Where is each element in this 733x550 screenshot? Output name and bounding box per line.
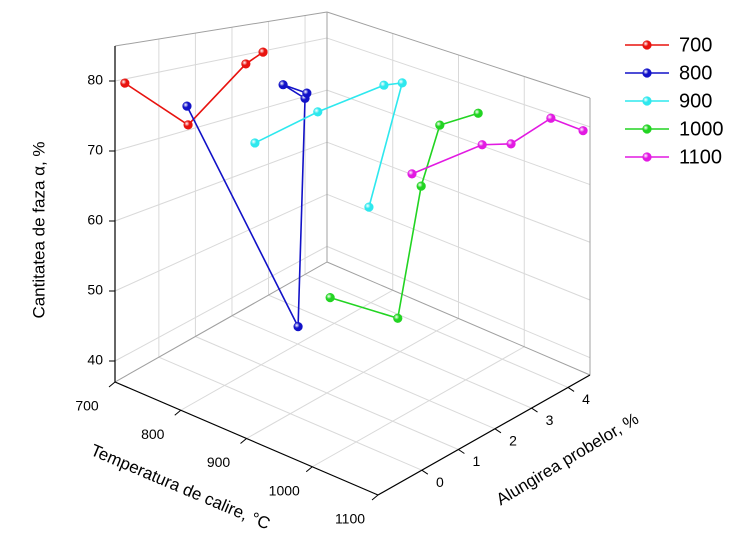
box-edge bbox=[114, 261, 328, 383]
data-point bbox=[293, 322, 303, 332]
series-line bbox=[329, 112, 479, 320]
data-point bbox=[506, 139, 516, 149]
x-tick bbox=[174, 409, 182, 416]
grid-line bbox=[114, 37, 328, 82]
x-tick-label: 1100 bbox=[335, 511, 365, 527]
data-point bbox=[302, 88, 312, 98]
y-tick-label: 4 bbox=[582, 391, 590, 407]
legend-label: 1100 bbox=[679, 146, 722, 168]
x-tick bbox=[240, 438, 247, 444]
data-point bbox=[325, 293, 335, 303]
y-tick-label: 2 bbox=[509, 432, 517, 448]
y-tick bbox=[567, 386, 575, 392]
data-point bbox=[477, 140, 487, 150]
series-line bbox=[254, 81, 404, 208]
grid-line bbox=[304, 273, 569, 388]
legend-label: 800 bbox=[679, 62, 712, 84]
grid-line bbox=[114, 141, 328, 222]
data-point bbox=[182, 101, 192, 111]
x-tick-label: 900 bbox=[207, 454, 231, 470]
grid-line bbox=[231, 315, 496, 430]
x-tick-label: 800 bbox=[141, 426, 165, 442]
data-point bbox=[546, 113, 556, 123]
y-tick bbox=[531, 407, 538, 413]
data-point bbox=[393, 313, 403, 323]
y-tick-label: 0 bbox=[436, 474, 444, 490]
x-tick bbox=[371, 494, 379, 501]
grid-line bbox=[312, 346, 525, 468]
y-tick bbox=[421, 469, 429, 475]
grid-line bbox=[180, 289, 393, 411]
data-point bbox=[397, 78, 407, 88]
legend-marker bbox=[642, 68, 652, 78]
grid-line bbox=[114, 193, 328, 292]
y-tick-label: 3 bbox=[546, 412, 554, 428]
grid-line bbox=[195, 336, 459, 450]
legend-marker bbox=[642, 40, 652, 50]
z-tick-label: 50 bbox=[87, 282, 103, 298]
y-tick bbox=[458, 449, 465, 454]
grid-line bbox=[268, 294, 532, 409]
x-tick-label: 1000 bbox=[269, 482, 300, 498]
x-tick-label: 700 bbox=[75, 398, 99, 414]
box-edge bbox=[326, 11, 591, 99]
data-point bbox=[250, 138, 260, 148]
legend-marker bbox=[642, 96, 652, 106]
grid-line bbox=[246, 318, 459, 439]
data-point bbox=[120, 78, 130, 88]
grid-line bbox=[114, 245, 328, 362]
data-point bbox=[473, 108, 483, 118]
legend-label: 900 bbox=[679, 90, 712, 112]
data-point bbox=[364, 202, 374, 212]
y-axis-title: Alungirea probelor, % bbox=[493, 409, 642, 509]
data-point bbox=[313, 107, 323, 117]
data-point bbox=[183, 120, 193, 130]
data-point bbox=[407, 169, 417, 179]
data-point bbox=[258, 47, 268, 57]
y-axis bbox=[377, 374, 591, 496]
z-tick-label: 70 bbox=[87, 142, 103, 158]
data-point bbox=[578, 126, 588, 136]
grid-line bbox=[114, 89, 328, 152]
z-tick-label: 60 bbox=[87, 212, 103, 228]
box-edge bbox=[114, 11, 328, 47]
data-point bbox=[278, 80, 288, 90]
x-tick bbox=[108, 381, 116, 388]
y-tick-label: 1 bbox=[473, 453, 481, 469]
legend-marker bbox=[642, 124, 652, 134]
data-point bbox=[241, 59, 251, 69]
series-line bbox=[186, 83, 308, 327]
y-tick bbox=[494, 428, 502, 434]
z-tick-label: 40 bbox=[87, 352, 103, 368]
data-point bbox=[435, 120, 445, 130]
grid-line bbox=[158, 356, 423, 471]
z-axis-title: Cantitatea de faza α, % bbox=[29, 141, 48, 318]
x-tick bbox=[305, 466, 313, 473]
data-point bbox=[416, 181, 426, 191]
z-tick-label: 80 bbox=[87, 72, 103, 88]
box-edge bbox=[326, 261, 591, 376]
legend-label: 1000 bbox=[679, 118, 724, 140]
legend-marker bbox=[642, 152, 652, 162]
x-axis-title: Temperatura de calire, °C bbox=[88, 441, 273, 534]
legend-label: 700 bbox=[679, 34, 712, 56]
data-point bbox=[379, 80, 389, 90]
series-line bbox=[124, 51, 264, 126]
